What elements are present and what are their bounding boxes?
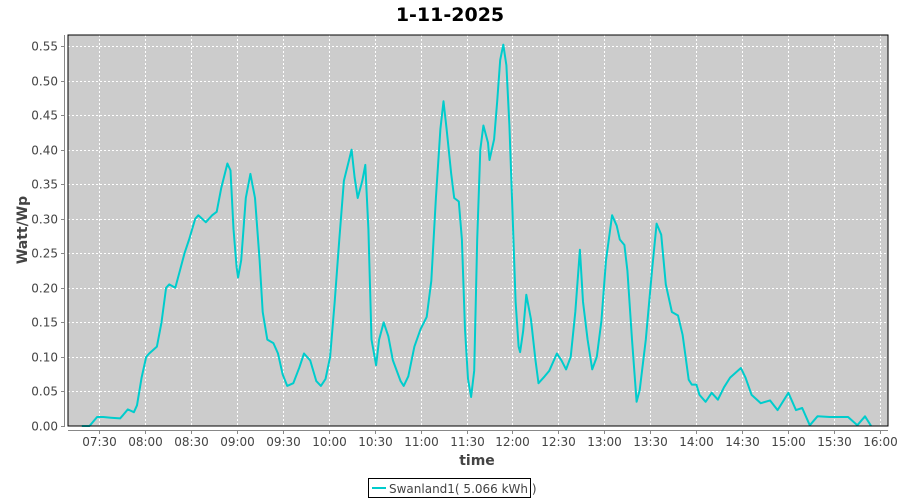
y-tick-label: 0.25 (31, 247, 58, 261)
y-tick-label: 0.20 (31, 282, 58, 296)
y-tick-label: 0.50 (31, 75, 58, 89)
y-axis-label: Watt/Wp (15, 196, 31, 264)
x-tick-label: 15:30 (817, 435, 852, 449)
x-tick-label: 07:30 (82, 435, 117, 449)
legend-box (368, 478, 531, 498)
x-tick-label: 14:00 (679, 435, 714, 449)
x-tick-label: 13:00 (587, 435, 622, 449)
x-tick-label: 15:00 (771, 435, 806, 449)
plot-border (67, 34, 889, 427)
x-tick-label: 11:00 (404, 435, 439, 449)
x-tick-label: 08:30 (174, 435, 209, 449)
y-tick-label: 0.15 (31, 316, 58, 330)
x-tick-label: 09:00 (220, 435, 255, 449)
legend-label: Swanland1( 5.066 kWh ) (389, 482, 537, 496)
x-tick-label: 12:30 (541, 435, 576, 449)
y-tick-label: 0.45 (31, 109, 58, 123)
x-axis-label: time (459, 453, 495, 469)
legend: Swanland1( 5.066 kWh ) (368, 478, 537, 498)
y-tick-label: 0.30 (31, 213, 58, 227)
series-line (81, 43, 872, 427)
grid (68, 35, 888, 426)
y-tick-label: 0.00 (31, 420, 58, 434)
series-layer (81, 43, 872, 427)
y-axis-ticks: 0.00 0.05 0.10 0.15 0.20 0.25 0.30 0.35 0.40 0.45… (31, 40, 65, 434)
y-tick-label: 0.55 (31, 40, 58, 54)
y-tick-label: 0.10 (31, 351, 58, 365)
x-tick-label: 11:30 (450, 435, 485, 449)
x-tick-label: 10:00 (312, 435, 347, 449)
x-tick-label: 12:00 (495, 435, 530, 449)
x-tick-label: 08:00 (128, 435, 163, 449)
y-tick-label: 0.35 (31, 178, 58, 192)
y-tick-label: 0.40 (31, 144, 58, 158)
y-tick-label: 0.05 (31, 385, 58, 399)
x-tick-label: 13:30 (633, 435, 668, 449)
x-tick-label: 16:00 (863, 435, 898, 449)
x-tick-label: 09:30 (266, 435, 301, 449)
chart-title: 1-11-2025 (396, 4, 504, 26)
x-tick-label: 10:30 (358, 435, 393, 449)
x-axis-ticks: 07:30 08:00 08:30 09:00 09:30 10:00 10:30 11:00… (82, 430, 898, 449)
x-tick-label: 14:30 (725, 435, 760, 449)
